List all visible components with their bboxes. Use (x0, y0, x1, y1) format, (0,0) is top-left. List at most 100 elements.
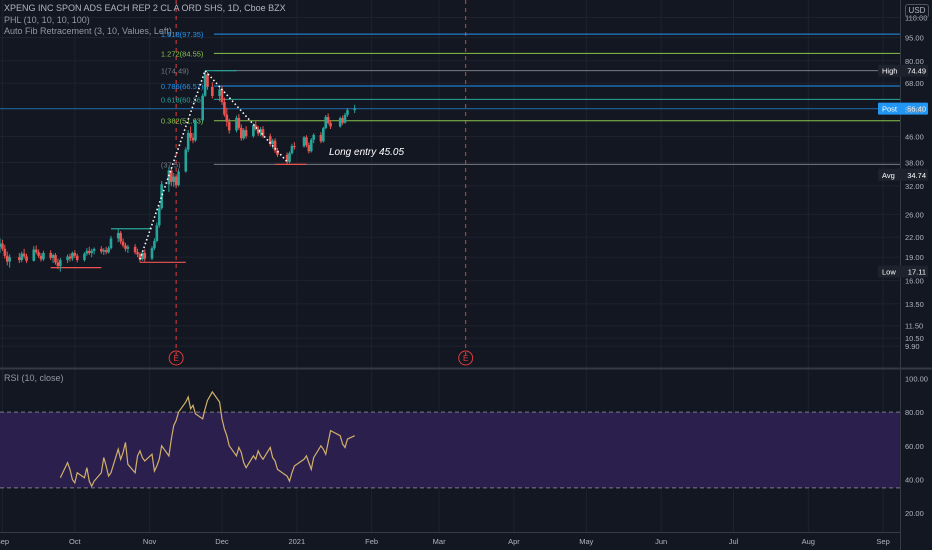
time-axis-label: Mar (433, 537, 446, 546)
candle-body (353, 108, 356, 111)
candle-body (172, 176, 176, 182)
price-label-name: Avg (882, 171, 895, 180)
candle-body (254, 125, 258, 129)
candle-body (83, 253, 86, 261)
fib-indicator-legend[interactable]: Auto Fib Retracement (3, 10, Values, Lef… (4, 26, 172, 36)
candle-body (326, 116, 330, 123)
fib-level-label: 0.618(60.36) (161, 95, 204, 104)
candle-body (5, 255, 9, 262)
candle-body (220, 89, 224, 103)
candle-body (167, 170, 171, 185)
candle-body (104, 250, 108, 253)
candle-body (107, 248, 110, 253)
currency-button[interactable]: USD (905, 4, 929, 18)
candle-body (51, 255, 55, 258)
price-label-name: Low (882, 267, 896, 276)
fib-level-label: 1.272(84.55) (161, 49, 204, 58)
candle-body (252, 125, 255, 137)
time-axis-label: Jun (655, 537, 667, 546)
candle-body (290, 146, 294, 154)
candle-body (42, 252, 45, 260)
candle-body (85, 250, 89, 254)
time-axis-label: Aug (802, 537, 815, 546)
candle-body (312, 134, 315, 140)
rsi-line (59, 390, 355, 488)
candle-body (206, 74, 209, 87)
candle-body (160, 184, 163, 209)
candle-body (138, 254, 142, 260)
time-axis-label: May (579, 537, 593, 546)
rsi-axis-tick: 20.00 (905, 509, 924, 518)
phl-indicator-legend[interactable]: PHL (10, 10, 10, 100) (4, 15, 90, 25)
candle-body (293, 146, 296, 148)
candle-body (34, 249, 38, 253)
candle-body (305, 137, 308, 146)
candle-body (324, 116, 328, 129)
candle-body (49, 252, 52, 258)
rsi-axis-tick: 80.00 (905, 408, 924, 417)
candle-body (126, 246, 130, 249)
candle-body (319, 134, 323, 142)
candle-body (109, 238, 113, 249)
candle-body (201, 95, 204, 121)
candle-body (343, 114, 347, 123)
fib-level-label: 1(74.49) (161, 67, 189, 76)
chart-title: XPENG INC SPON ADS EACH REP 2 CL A ORD S… (4, 3, 286, 13)
candle-body (256, 128, 260, 134)
price-axis-tick: 46.00 (905, 132, 924, 141)
candle-body (0, 243, 2, 247)
price-label-value: 34.74 (907, 171, 926, 180)
time-axis-label: Oct (69, 537, 82, 546)
candle-body (39, 255, 43, 260)
candle-body (66, 256, 69, 261)
price-axis-tick: 38.00 (905, 159, 924, 168)
candle-body (259, 129, 262, 134)
price-label-value: 17.11 (908, 267, 926, 276)
price-axis-tick: 95.00 (905, 33, 924, 42)
candle-body (218, 89, 221, 96)
price-axis-tick: 68.00 (905, 79, 924, 88)
time-axis-label: Sep (876, 537, 889, 546)
candle-body (8, 257, 11, 262)
price-axis-tick: 56.00 (905, 106, 924, 115)
candle-body (20, 253, 24, 261)
price-axis-tick: 26.00 (905, 210, 924, 219)
candle-body (75, 255, 79, 261)
candle-body (184, 149, 188, 172)
candle-body (271, 140, 274, 145)
candle-body (59, 260, 62, 267)
fib-level-label: 0.382(51.63) (161, 117, 204, 126)
candle-body (211, 86, 214, 96)
time-axis-label: Feb (365, 537, 378, 546)
price-axis-tick: 32.00 (905, 182, 924, 191)
candle-body (346, 110, 349, 115)
price-axis-tick: 80.00 (905, 57, 924, 66)
fib-level-label: (37.5) (161, 160, 181, 169)
candle-body (174, 176, 178, 186)
candle-body (225, 114, 229, 122)
time-axis-label: Sep (0, 537, 9, 546)
price-label-box (878, 102, 928, 115)
fib-level-label: 0.786(66.57) (161, 82, 204, 91)
earnings-marker (168, 350, 184, 366)
candle-body (309, 139, 313, 152)
time-axis-label: 2021 (288, 537, 305, 546)
rsi-axis-tick: 40.00 (905, 475, 924, 484)
candle-body (307, 145, 311, 152)
candle-body (338, 118, 342, 127)
price-axis-tick: 13.50 (905, 300, 924, 309)
candle-body (153, 240, 156, 249)
rsi-indicator-legend[interactable]: RSI (10, close) (4, 373, 64, 383)
candle-body (341, 118, 344, 123)
candle-body (22, 253, 26, 257)
price-axis-tick: 11.50 (905, 322, 923, 331)
rsi-axis-tick: 60.00 (905, 442, 924, 451)
time-axis-label: Dec (215, 537, 229, 546)
price-label-value: 74.49 (907, 67, 926, 76)
candle-body (119, 232, 122, 242)
candle-body (177, 171, 180, 186)
candle-body (73, 252, 77, 256)
price-label-box (878, 64, 928, 77)
candle-body (242, 130, 245, 139)
